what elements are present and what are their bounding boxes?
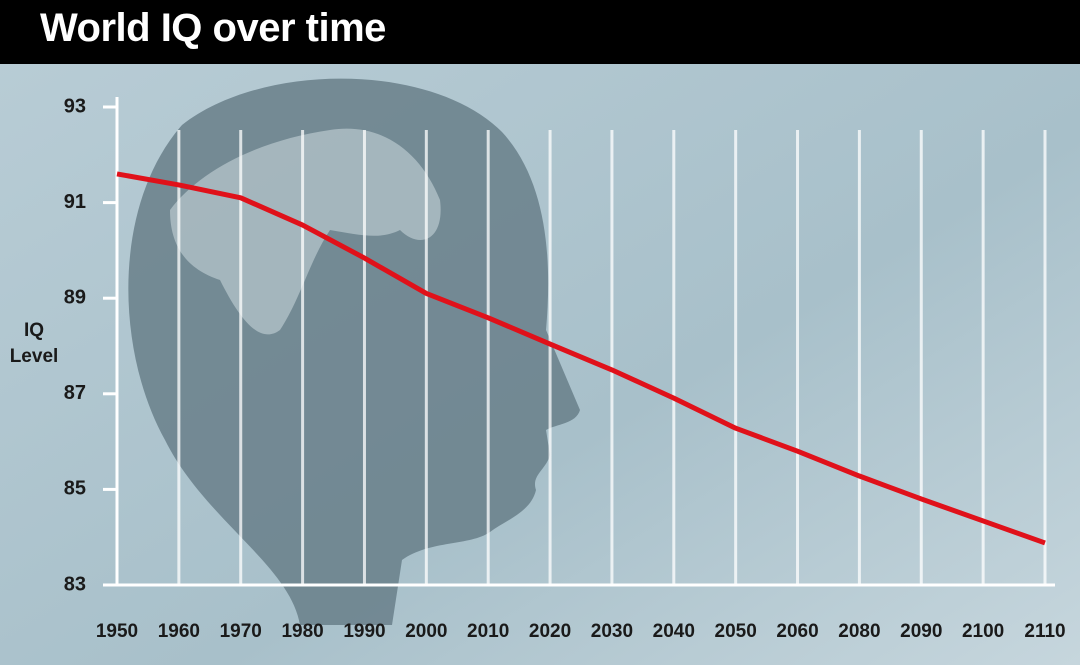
x-tick-label: 2010 xyxy=(467,621,509,642)
x-tick-label: 1980 xyxy=(281,621,323,642)
x-tick-label: 2020 xyxy=(529,621,571,642)
y-tick-label: 87 xyxy=(64,382,86,404)
chart-title: World IQ over time xyxy=(40,6,386,50)
x-tick-label: 2000 xyxy=(405,621,447,642)
x-tick-label: 2040 xyxy=(653,621,695,642)
x-tick-label: 2050 xyxy=(715,621,757,642)
title-bar xyxy=(0,0,1080,64)
continents xyxy=(170,128,441,335)
x-tick-label: 2110 xyxy=(1024,621,1065,642)
x-tick-label: 1960 xyxy=(158,621,200,642)
x-tick-label: 2090 xyxy=(900,621,942,642)
y-tick-label: 85 xyxy=(64,478,86,500)
x-tick-label: 2030 xyxy=(591,621,633,642)
data-line xyxy=(116,171,1046,546)
y-axis-label: IQ Level xyxy=(9,320,59,367)
x-tick-label: 2100 xyxy=(962,621,1004,642)
x-tick-label: 1990 xyxy=(343,621,385,642)
y-tick-label: 89 xyxy=(64,286,86,308)
x-tick-label: 2080 xyxy=(838,621,880,642)
x-tick-label: 1970 xyxy=(220,621,262,642)
y-tick-label: 93 xyxy=(64,95,86,117)
x-tick-label: 1950 xyxy=(96,621,138,642)
y-tick-label: 91 xyxy=(64,191,86,213)
x-tick-label: 2060 xyxy=(776,621,818,642)
y-tick-label: 83 xyxy=(64,573,86,595)
